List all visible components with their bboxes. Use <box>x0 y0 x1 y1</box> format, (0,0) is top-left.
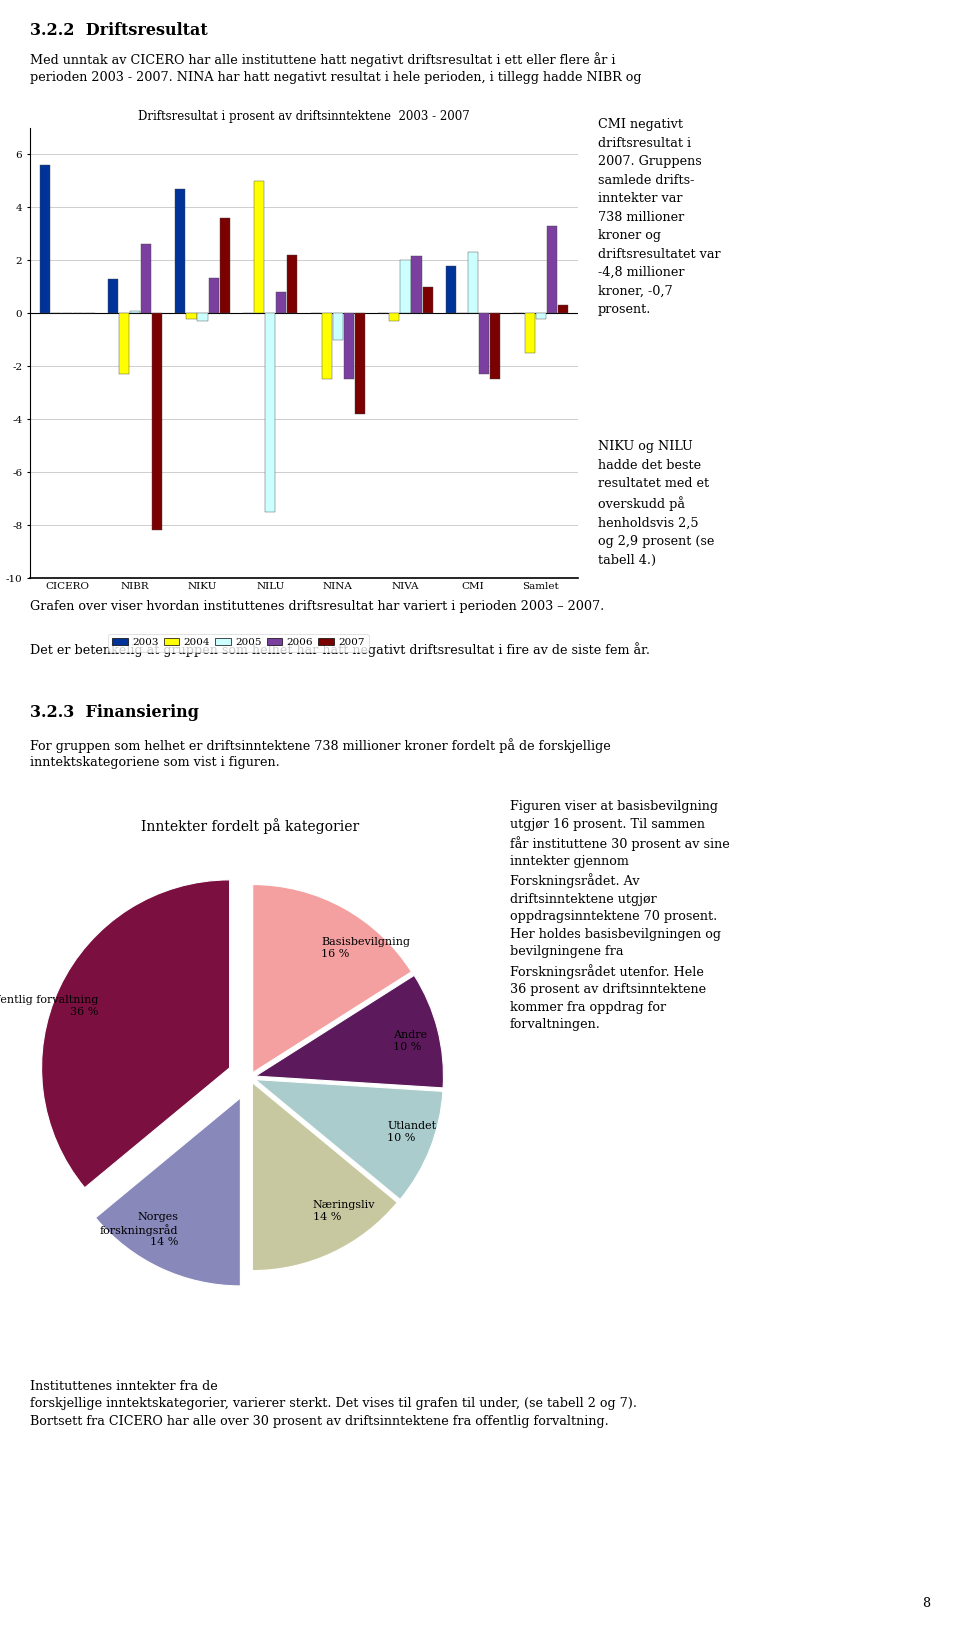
Bar <box>119 314 129 374</box>
Text: CMI negativt
driftsresultat i
2007. Gruppens
samlede drifts-
inntekter var
738 m: CMI negativt driftsresultat i 2007. Grup… <box>598 118 721 315</box>
Bar <box>479 314 490 374</box>
Bar <box>412 257 421 314</box>
Text: Grafen over viser hvordan instituttenes driftsresultat har variert i perioden 20: Grafen over viser hvordan instituttenes … <box>30 600 604 613</box>
Text: Næringsliv
14 %: Næringsliv 14 % <box>313 1201 375 1222</box>
Bar <box>176 190 185 314</box>
Bar <box>130 310 140 314</box>
Wedge shape <box>96 1098 240 1286</box>
Text: NIKU og NILU
hadde det beste
resultatet med et
overskudd på
henholdsvis 2,5
og 2: NIKU og NILU hadde det beste resultatet … <box>598 440 714 567</box>
Text: Utlandet
10 %: Utlandet 10 % <box>388 1121 437 1142</box>
Text: Offentlig forvaltning
36 %: Offentlig forvaltning 36 % <box>0 995 98 1016</box>
Wedge shape <box>255 975 444 1088</box>
Text: Instituttenes inntekter fra de
forskjellige inntektskategorier, varierer sterkt.: Instituttenes inntekter fra de forskjell… <box>30 1381 637 1428</box>
Bar <box>445 266 456 314</box>
Bar <box>468 252 478 314</box>
Bar <box>536 314 546 319</box>
Wedge shape <box>255 1080 443 1199</box>
Bar <box>254 181 264 314</box>
Bar <box>287 255 298 314</box>
Text: Med unntak av CICERO har alle instituttene hatt negativt driftsresultat i ett el: Med unntak av CICERO har alle institutte… <box>30 52 641 85</box>
Text: Basisbevilgning
16 %: Basisbevilgning 16 % <box>322 938 410 959</box>
Bar <box>390 314 399 322</box>
Text: 3.2.3  Finansiering: 3.2.3 Finansiering <box>30 704 199 721</box>
Text: 3.2.2  Driftsresultat: 3.2.2 Driftsresultat <box>30 21 207 39</box>
Bar <box>265 314 276 511</box>
Wedge shape <box>41 879 229 1188</box>
Bar <box>547 225 557 314</box>
Text: Det er betenkelig at gruppen som helhet har hatt negativt driftsresultat i fire : Det er betenkelig at gruppen som helhet … <box>30 642 650 657</box>
Bar <box>333 314 343 340</box>
Bar <box>524 314 535 353</box>
Text: inntektskategoriene som vist i figuren.: inntektskategoriene som vist i figuren. <box>30 757 279 770</box>
Bar <box>422 288 433 314</box>
Bar <box>141 245 151 314</box>
Title: Driftsresultat i prosent av driftsinntektene  2003 - 2007: Driftsresultat i prosent av driftsinntek… <box>138 109 469 123</box>
Bar <box>152 314 162 531</box>
Bar <box>108 279 118 314</box>
Bar <box>355 314 365 413</box>
Bar <box>220 217 229 314</box>
Text: Figuren viser at basisbevilgning
utgjør 16 prosent. Til sammen
får instituttene : Figuren viser at basisbevilgning utgjør … <box>510 801 730 1031</box>
Wedge shape <box>252 1083 397 1271</box>
Bar <box>491 314 500 379</box>
Bar <box>400 260 411 314</box>
Wedge shape <box>252 884 412 1072</box>
Bar <box>208 278 219 314</box>
Text: 8: 8 <box>922 1596 930 1609</box>
Text: For gruppen som helhet er driftsinntektene 738 millioner kroner fordelt på de fo: For gruppen som helhet er driftsinntekte… <box>30 739 611 753</box>
Title: Inntekter fordelt på kategorier: Inntekter fordelt på kategorier <box>141 819 359 835</box>
Bar <box>344 314 354 379</box>
Legend: 2003, 2004, 2005, 2006, 2007: 2003, 2004, 2005, 2006, 2007 <box>108 634 369 652</box>
Bar <box>276 292 286 314</box>
Bar <box>558 306 568 314</box>
Bar <box>186 314 197 319</box>
Bar <box>198 314 207 322</box>
Text: Norges
forskningsråd
14 %: Norges forskningsråd 14 % <box>100 1212 179 1247</box>
Text: Andre
10 %: Andre 10 % <box>394 1029 427 1052</box>
Bar <box>40 165 50 314</box>
Bar <box>322 314 332 379</box>
